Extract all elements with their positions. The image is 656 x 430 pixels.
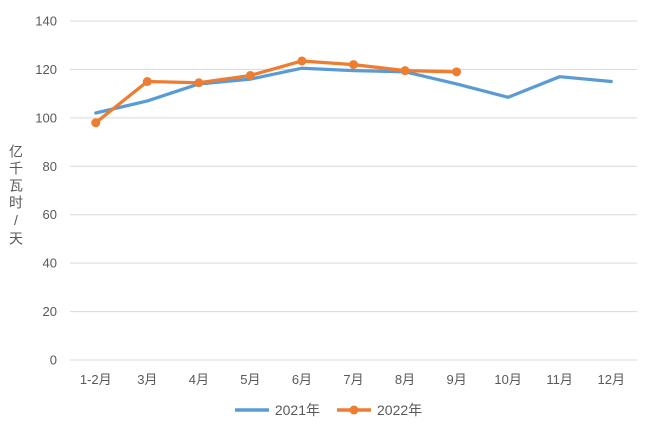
y-tick-label: 140 — [35, 14, 57, 29]
x-tick-label: 9月 — [446, 372, 466, 387]
y-tick-label: 100 — [35, 110, 57, 125]
legend-item-2022年: 2022年 — [336, 400, 422, 420]
y-axis-title: 亿千瓦时/天 — [8, 144, 24, 248]
y-tick-label: 120 — [35, 62, 57, 77]
series-line-2022年 — [94, 59, 459, 125]
x-tick-label: 1-2月 — [80, 372, 112, 387]
y-tick-label: 40 — [43, 256, 57, 271]
data-point-marker — [297, 56, 307, 66]
y-tick-label: 0 — [50, 353, 57, 368]
legend: 2021年 2022年 — [0, 400, 656, 420]
x-tick-label: 11月 — [546, 372, 573, 387]
x-tick-label: 8月 — [395, 372, 415, 387]
legend-swatch-icon — [234, 408, 269, 412]
x-tick-label: 12月 — [597, 372, 624, 387]
data-point-marker — [91, 118, 101, 128]
data-point-marker — [194, 78, 204, 88]
legend-label: 2021年 — [274, 402, 320, 418]
legend-swatch-icon — [337, 405, 371, 415]
series-line-2021年 — [94, 66, 613, 115]
x-tick-label: 5月 — [240, 372, 260, 387]
y-tick-label: 60 — [43, 207, 57, 222]
x-tick-label: 4月 — [189, 372, 209, 387]
legend-label: 2022年 — [377, 402, 423, 418]
legend-marker — [349, 405, 359, 415]
x-tick-label: 6月 — [292, 372, 312, 387]
x-tick-label: 10月 — [494, 372, 521, 387]
x-tick-label: 3月 — [137, 372, 157, 387]
data-point-marker — [142, 77, 152, 87]
data-point-marker — [452, 67, 462, 77]
y-tick-label: 80 — [43, 159, 57, 174]
y-tick-label: 20 — [43, 304, 57, 319]
legend-item-2021年: 2021年 — [234, 400, 320, 420]
data-point-marker — [349, 60, 358, 70]
plot-area: 0 20 40 60 80 100 120 140 1-2月 3月 4月 5月 6月 7月 8月 9月 10月 1… — [35, 14, 637, 387]
x-tick-label: 7月 — [343, 372, 363, 387]
data-point-marker — [245, 70, 255, 80]
data-point-marker — [400, 66, 410, 76]
